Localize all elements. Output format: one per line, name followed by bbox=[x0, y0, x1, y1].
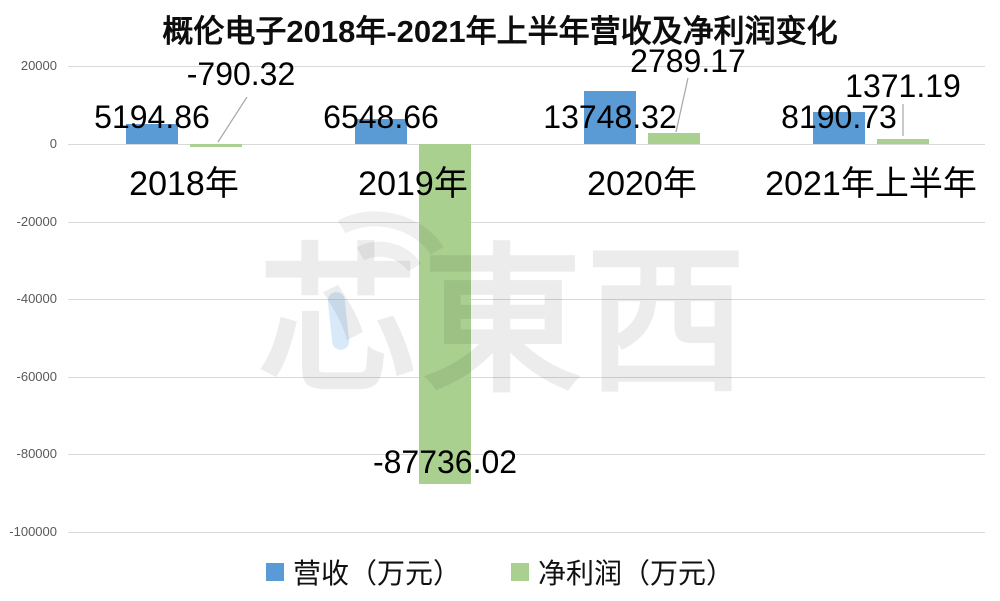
legend-swatch-icon bbox=[265, 563, 284, 581]
gridline bbox=[68, 144, 985, 145]
y-axis-tick-label: 0 bbox=[49, 136, 57, 151]
net-profit-bar-2020年 bbox=[648, 133, 700, 144]
revenue-bar-2019年 bbox=[355, 118, 407, 144]
revenue-value-label: 8190.73 bbox=[781, 99, 897, 135]
label-leader-line bbox=[217, 96, 248, 143]
net-profit-value-label: -790.32 bbox=[186, 56, 296, 92]
revenue-bar-2020年 bbox=[584, 90, 636, 144]
chart-title: 概伦电子2018年-2021年上半年营收及净利润变化 bbox=[162, 14, 838, 49]
gridline bbox=[68, 376, 985, 378]
y-axis-tick-label: -100000 bbox=[9, 524, 57, 539]
legend-swatch-icon bbox=[511, 563, 529, 581]
legend-item-net-profit: 净利润（万元） bbox=[511, 552, 734, 592]
net-profit-bar-2021年上半年 bbox=[877, 138, 929, 144]
y-axis-tick-label: 20000 bbox=[20, 58, 57, 74]
legend-label: 营收（万元） bbox=[292, 558, 461, 589]
y-axis-tick-label: -60000 bbox=[16, 368, 57, 384]
y-axis-tick-label: -80000 bbox=[16, 446, 57, 462]
net-profit-value-label: 2789.17 bbox=[630, 43, 746, 79]
net-profit-value-label: -87736.02 bbox=[372, 444, 518, 480]
revenue-bar-2021年上半年 bbox=[813, 112, 865, 144]
revenue-value-label: 6548.66 bbox=[323, 99, 439, 135]
revenue-value-label: 5194.86 bbox=[94, 99, 210, 135]
y-axis-tick-label: -40000 bbox=[16, 291, 57, 307]
gridline bbox=[68, 66, 985, 68]
x-axis-category-label: 2021年上半年 bbox=[765, 165, 977, 203]
revenue-value-label: 13748.32 bbox=[543, 99, 677, 135]
x-axis-category-label: 2019年 bbox=[358, 165, 468, 203]
x-axis-category-label: 2018年 bbox=[129, 165, 239, 203]
y-axis-tick-label: -20000 bbox=[16, 213, 57, 229]
legend-item-revenue: 营收（万元） bbox=[265, 552, 461, 592]
net-profit-value-label: 1371.19 bbox=[845, 68, 961, 104]
label-leader-line bbox=[675, 77, 689, 133]
revenue-bar-2018年 bbox=[126, 123, 178, 144]
net-profit-bar-2019年 bbox=[419, 144, 471, 485]
gridline bbox=[68, 299, 985, 301]
legend: 营收（万元） 净利润（万元） bbox=[0, 552, 1000, 592]
legend-label: 净利润（万元） bbox=[538, 558, 735, 589]
gridline bbox=[68, 221, 985, 223]
gridline bbox=[68, 454, 985, 456]
net-profit-bar-2018年 bbox=[190, 144, 242, 148]
gridline bbox=[68, 532, 985, 533]
x-axis-category-label: 2020年 bbox=[587, 165, 697, 203]
